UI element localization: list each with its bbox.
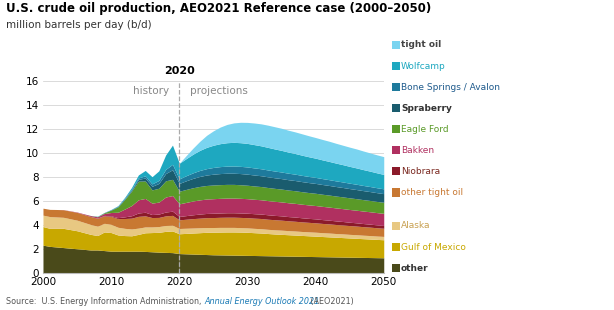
- Text: Source:  U.S. Energy Information Administration,: Source: U.S. Energy Information Administ…: [6, 297, 204, 306]
- Text: Alaska: Alaska: [401, 221, 430, 231]
- Text: Bone Springs / Avalon: Bone Springs / Avalon: [401, 82, 500, 92]
- Text: Gulf of Mexico: Gulf of Mexico: [401, 242, 466, 252]
- Text: Bakken: Bakken: [401, 146, 434, 155]
- Text: other tight oil: other tight oil: [401, 188, 463, 197]
- Text: other: other: [401, 264, 429, 273]
- Text: million barrels per day (b/d): million barrels per day (b/d): [6, 20, 152, 30]
- Text: Annual Energy Outlook 2021: Annual Energy Outlook 2021: [204, 297, 320, 306]
- Text: Niobrara: Niobrara: [401, 167, 440, 176]
- Text: projections: projections: [190, 86, 247, 96]
- Text: Wolfcamp: Wolfcamp: [401, 61, 446, 71]
- Text: Eagle Ford: Eagle Ford: [401, 125, 449, 134]
- Text: Spraberry: Spraberry: [401, 104, 452, 113]
- Text: tight oil: tight oil: [401, 40, 441, 50]
- Text: (AEO2021): (AEO2021): [308, 297, 354, 306]
- Text: 2020: 2020: [164, 66, 195, 76]
- Text: history: history: [133, 86, 169, 96]
- Text: U.S. crude oil production, AEO2021 Reference case (2000–2050): U.S. crude oil production, AEO2021 Refer…: [6, 2, 432, 15]
